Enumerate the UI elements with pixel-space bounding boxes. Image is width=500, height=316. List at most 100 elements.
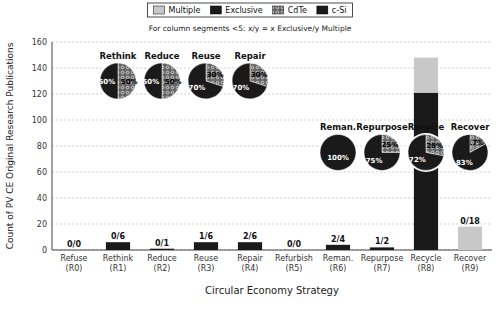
bar-label: 1/6 — [199, 232, 213, 241]
legend-label: c-Si — [332, 6, 347, 15]
pie-title: Reuse — [191, 51, 220, 61]
pie-label: 50% — [142, 78, 159, 86]
x-tick-label: Refuse(R0) — [60, 254, 87, 273]
bar-segment — [326, 245, 350, 250]
bar-segment — [62, 250, 86, 251]
pies: 50%50%Rethink50%50%Reduce30%70%Reuse30%7… — [98, 51, 490, 172]
x-tick-label-line: (R8) — [418, 264, 435, 273]
legend-label: Exclusive — [225, 6, 262, 15]
bar-label: 0/0 — [287, 240, 301, 249]
bar-label: 2/4 — [331, 235, 345, 244]
pie-label: 50% — [121, 78, 138, 86]
pie: 25% 75% Repurpose — [356, 122, 408, 172]
legend-swatch — [154, 6, 165, 14]
pie: 50% 50% Rethink — [98, 51, 137, 101]
pie-label: 72% — [409, 156, 426, 164]
x-tick-label-line: Recycle — [411, 254, 442, 263]
x-tick-label: Recycle(R8) — [411, 254, 442, 273]
legend-frame — [148, 3, 353, 17]
pie-label: 100% — [327, 154, 349, 162]
pie-title: Reman. — [320, 122, 356, 132]
x-tick-label: Reuse(R3) — [194, 254, 218, 273]
bar-segment — [238, 242, 262, 243]
pie-slice — [232, 63, 267, 99]
pie-title: Repurpose — [356, 122, 408, 132]
pie-label: 83% — [456, 159, 473, 167]
x-tick-label-line: (R4) — [242, 264, 259, 273]
x-tick-label-line: (R6) — [330, 264, 347, 273]
pie-backdrop — [451, 133, 490, 172]
pie-backdrop — [143, 62, 182, 101]
pie-label: 30% — [207, 71, 224, 79]
y-tick-label: 0 — [42, 246, 47, 255]
y-tick-label: 120 — [32, 90, 47, 99]
bar-label: 0/1 — [155, 239, 169, 248]
pie-label: 28% — [426, 142, 443, 150]
y-tick-label: 100 — [32, 116, 47, 125]
x-tick-label-line: (R9) — [462, 264, 479, 273]
pie-backdrop — [407, 133, 446, 172]
pie-title: Reduce — [144, 51, 179, 61]
pie-slice — [382, 134, 400, 152]
pie-slice — [408, 134, 444, 170]
x-tick-label-line: Reuse — [194, 254, 218, 263]
bar-segment — [282, 250, 306, 251]
pie-title: Rethink — [99, 51, 136, 61]
y-tick-label: 60 — [37, 168, 47, 177]
y-tick-label: 160 — [32, 38, 47, 47]
pie-backdrop — [363, 133, 402, 172]
x-tick-label: Rethink(R1) — [103, 254, 134, 273]
pie-backdrop — [319, 133, 358, 172]
y-tick-label: 40 — [37, 194, 47, 203]
bar-segment — [238, 242, 262, 250]
legend: MultipleExclusiveCdTec-Si — [148, 3, 353, 17]
x-tick-label-line: (R1) — [110, 264, 127, 273]
legend-swatch — [273, 6, 284, 14]
pie: 100% Reman. — [319, 122, 358, 172]
pie: 30%70%Reuse — [187, 51, 226, 101]
pie: 17%83%Recover — [451, 122, 491, 172]
bar-segment — [150, 249, 174, 250]
bar-segment — [150, 248, 174, 249]
x-tick-label-line: Reduce — [147, 254, 177, 263]
x-tick-label-line: Recover — [454, 254, 487, 263]
x-tick-label: Refurbish(R5) — [275, 254, 313, 273]
x-tick-label: Reman.(R6) — [323, 254, 353, 273]
bar-label: 0/6 — [111, 232, 125, 241]
bar-segment — [106, 242, 130, 243]
pie-label: 25% — [382, 141, 399, 149]
y-axis-line — [52, 42, 53, 250]
chart: 020406080100120140160Refuse(R0)Rethink(R… — [0, 0, 500, 316]
x-tick-label-line: Repair — [237, 254, 263, 263]
legend-label: Multiple — [169, 6, 201, 15]
pie-backdrop — [231, 62, 270, 101]
y-tick-label: 80 — [37, 142, 47, 151]
x-tick-label: Reduce(R2) — [147, 254, 177, 273]
bar-segment — [282, 250, 306, 251]
pie: 28%72%Recycle — [407, 122, 446, 172]
bar-segment — [370, 247, 394, 250]
bar-segment — [194, 242, 218, 250]
bar-segment — [414, 58, 438, 93]
pie-slice — [320, 134, 356, 170]
x-tick-label: Repurpose(R7) — [361, 254, 404, 273]
x-tick-label-line: Refuse — [60, 254, 87, 263]
legend-swatch — [317, 6, 328, 14]
bar-label: 0/18 — [460, 217, 480, 226]
x-tick-label: Recover(R9) — [454, 254, 487, 273]
bar-segment — [370, 247, 394, 248]
y-tick-label: 20 — [37, 220, 47, 229]
x-tick-label: Repair(R4) — [237, 254, 263, 273]
pie-backdrop — [99, 62, 138, 101]
pie-label: 50% — [98, 78, 115, 86]
legend-swatch — [210, 6, 221, 14]
x-tick-label-line: (R2) — [154, 264, 171, 273]
pie-backdrop — [187, 62, 226, 101]
bar-segment — [62, 250, 86, 251]
subtitle: For column segments <5: x/y = x Exclusiv… — [149, 24, 352, 33]
x-tick-label-line: Repurpose — [361, 254, 404, 263]
pie-label: 30% — [251, 71, 268, 79]
x-axis-label: Circular Economy Strategy — [205, 285, 339, 296]
x-tick-label-line: (R7) — [374, 264, 391, 273]
pie-label: 75% — [366, 157, 383, 165]
